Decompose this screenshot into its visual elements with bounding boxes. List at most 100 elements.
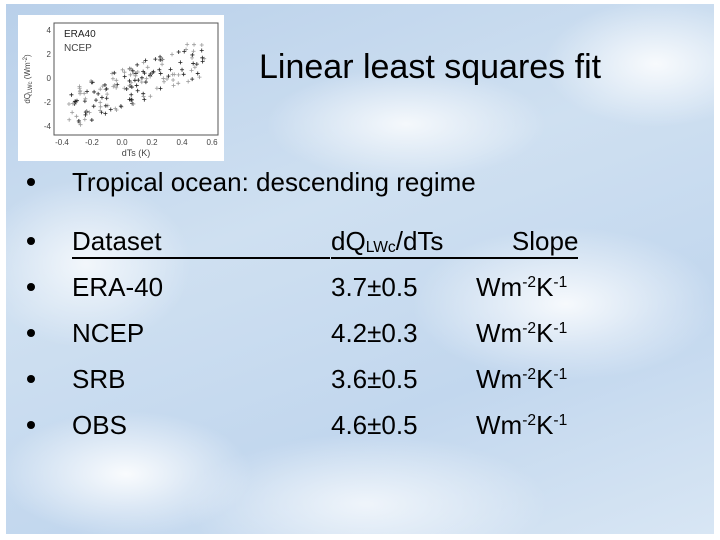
scatter-cross	[143, 80, 148, 85]
scatter-cross	[168, 67, 173, 72]
scatter-cross	[82, 117, 87, 122]
x-tick-label: 0.2	[146, 138, 158, 147]
table-header: Dataset	[72, 226, 330, 259]
scatter-cross	[103, 103, 108, 108]
scatter-cross	[70, 101, 75, 106]
unit-part: K	[536, 364, 554, 394]
scatter-cross	[157, 67, 162, 72]
scatter-cross	[91, 104, 96, 109]
slide: ERA40 NCEP -0.4 -0.2 0.0 0.2 0.4 0.6 4 2 0 -2 -4 …	[6, 4, 714, 534]
scatter-cross	[132, 78, 137, 83]
scatter-cross	[74, 114, 79, 119]
scatter-cross	[124, 86, 129, 91]
header-ratio: dQLWc/dTs	[331, 226, 444, 259]
y-tick-label: -4	[44, 122, 52, 131]
scatter-cross	[141, 94, 146, 99]
scatter-cross	[104, 96, 109, 101]
scatter-cross	[176, 81, 181, 86]
scatter-cross	[128, 97, 133, 102]
bullet-dot	[27, 329, 35, 337]
scatter-cross	[145, 65, 150, 70]
scatter-cross	[192, 65, 197, 70]
scatter-cross	[170, 72, 175, 77]
scatter-cross	[135, 88, 140, 93]
scatter-cross	[176, 49, 181, 54]
scatter-cross	[190, 77, 195, 82]
scatter-cross	[182, 49, 187, 54]
header-dataset: Dataset	[72, 226, 330, 259]
scatter-cross	[105, 92, 110, 97]
y-tick-label: -2	[44, 98, 52, 107]
scatter-cross	[154, 86, 159, 91]
scatter-cross	[98, 108, 103, 113]
scatter-cross	[98, 87, 103, 92]
scatter-cross	[166, 74, 171, 79]
scatter-cross	[176, 72, 181, 77]
unit-part: Wm	[476, 318, 523, 348]
row-value: 4.2±0.3	[331, 318, 418, 348]
scatter-cross	[118, 104, 123, 109]
slide-title: Linear least squares fit	[259, 48, 602, 86]
scatter-cross	[202, 56, 207, 61]
row-dataset: NCEP	[72, 318, 145, 348]
scatter-cross	[110, 71, 115, 76]
scatter-cross	[78, 88, 83, 93]
scatter-cross	[82, 99, 87, 104]
scatter-cross	[127, 83, 132, 88]
scatter-cross	[139, 80, 144, 85]
bullet-dot	[27, 375, 35, 383]
scatter-cross	[103, 111, 108, 116]
x-tick-label: 0.0	[116, 138, 128, 147]
scatter-cross	[199, 43, 204, 48]
unit-part: -2	[522, 274, 537, 291]
scatter-cross	[114, 85, 119, 90]
row-value: 3.7±0.5	[331, 272, 418, 302]
row-unit: Wm-2K-1	[476, 364, 567, 395]
scatter-cross	[184, 47, 189, 52]
row-unit: Wm-2K-1	[476, 410, 567, 441]
row-value: 3.6±0.5	[331, 364, 418, 394]
scatter-cross	[122, 86, 127, 91]
scatter-cross	[98, 100, 103, 105]
scatter-cross	[110, 76, 115, 81]
row-dataset: SRB	[72, 364, 126, 394]
table-header: dQLWc/dTs Slope	[331, 226, 579, 259]
scatter-cross	[197, 75, 202, 80]
row-dataset: OBS	[72, 410, 127, 440]
row-unit: Wm-2K-1	[476, 272, 567, 303]
scatter-cross	[127, 67, 132, 72]
scatter-cross	[189, 68, 194, 73]
unit-part: K	[536, 318, 554, 348]
scatter-cross	[100, 84, 105, 89]
unit-part: Wm	[476, 410, 523, 440]
scatter-cross	[164, 77, 169, 82]
scatter-cross	[108, 107, 113, 112]
scatter-cross	[120, 67, 125, 72]
x-tick-label: 0.6	[206, 138, 218, 147]
unit-part: -1	[553, 412, 568, 429]
scatter-cross	[129, 85, 134, 90]
scatter-cross	[200, 59, 205, 64]
scatter-cross	[153, 57, 158, 62]
scatter-cross	[69, 92, 74, 97]
row-unit: Wm-2K-1	[476, 318, 567, 349]
row-value: 4.6±0.5	[331, 410, 418, 440]
scatter-cross	[192, 42, 197, 47]
x-ticks: -0.4 -0.2 0.0 0.2 0.4 0.6	[55, 138, 218, 147]
scatter-cross	[170, 52, 175, 57]
unit-part: Wm	[476, 364, 523, 394]
unit-part: -1	[553, 366, 568, 383]
scatter-cross	[87, 110, 92, 115]
scatter-cross	[128, 72, 133, 77]
scatter-cross	[148, 74, 153, 79]
scatter-cross	[136, 78, 141, 83]
scatter-cross	[139, 75, 144, 80]
bullet-dot	[27, 178, 35, 186]
scatter-cross	[114, 108, 119, 113]
scatter-cross	[127, 78, 132, 83]
scatter-cross	[96, 91, 101, 96]
scatter-cross	[122, 74, 127, 79]
scatter-cross	[73, 99, 78, 104]
bullet-dot	[27, 283, 35, 291]
unit-part: Wm	[476, 272, 523, 302]
